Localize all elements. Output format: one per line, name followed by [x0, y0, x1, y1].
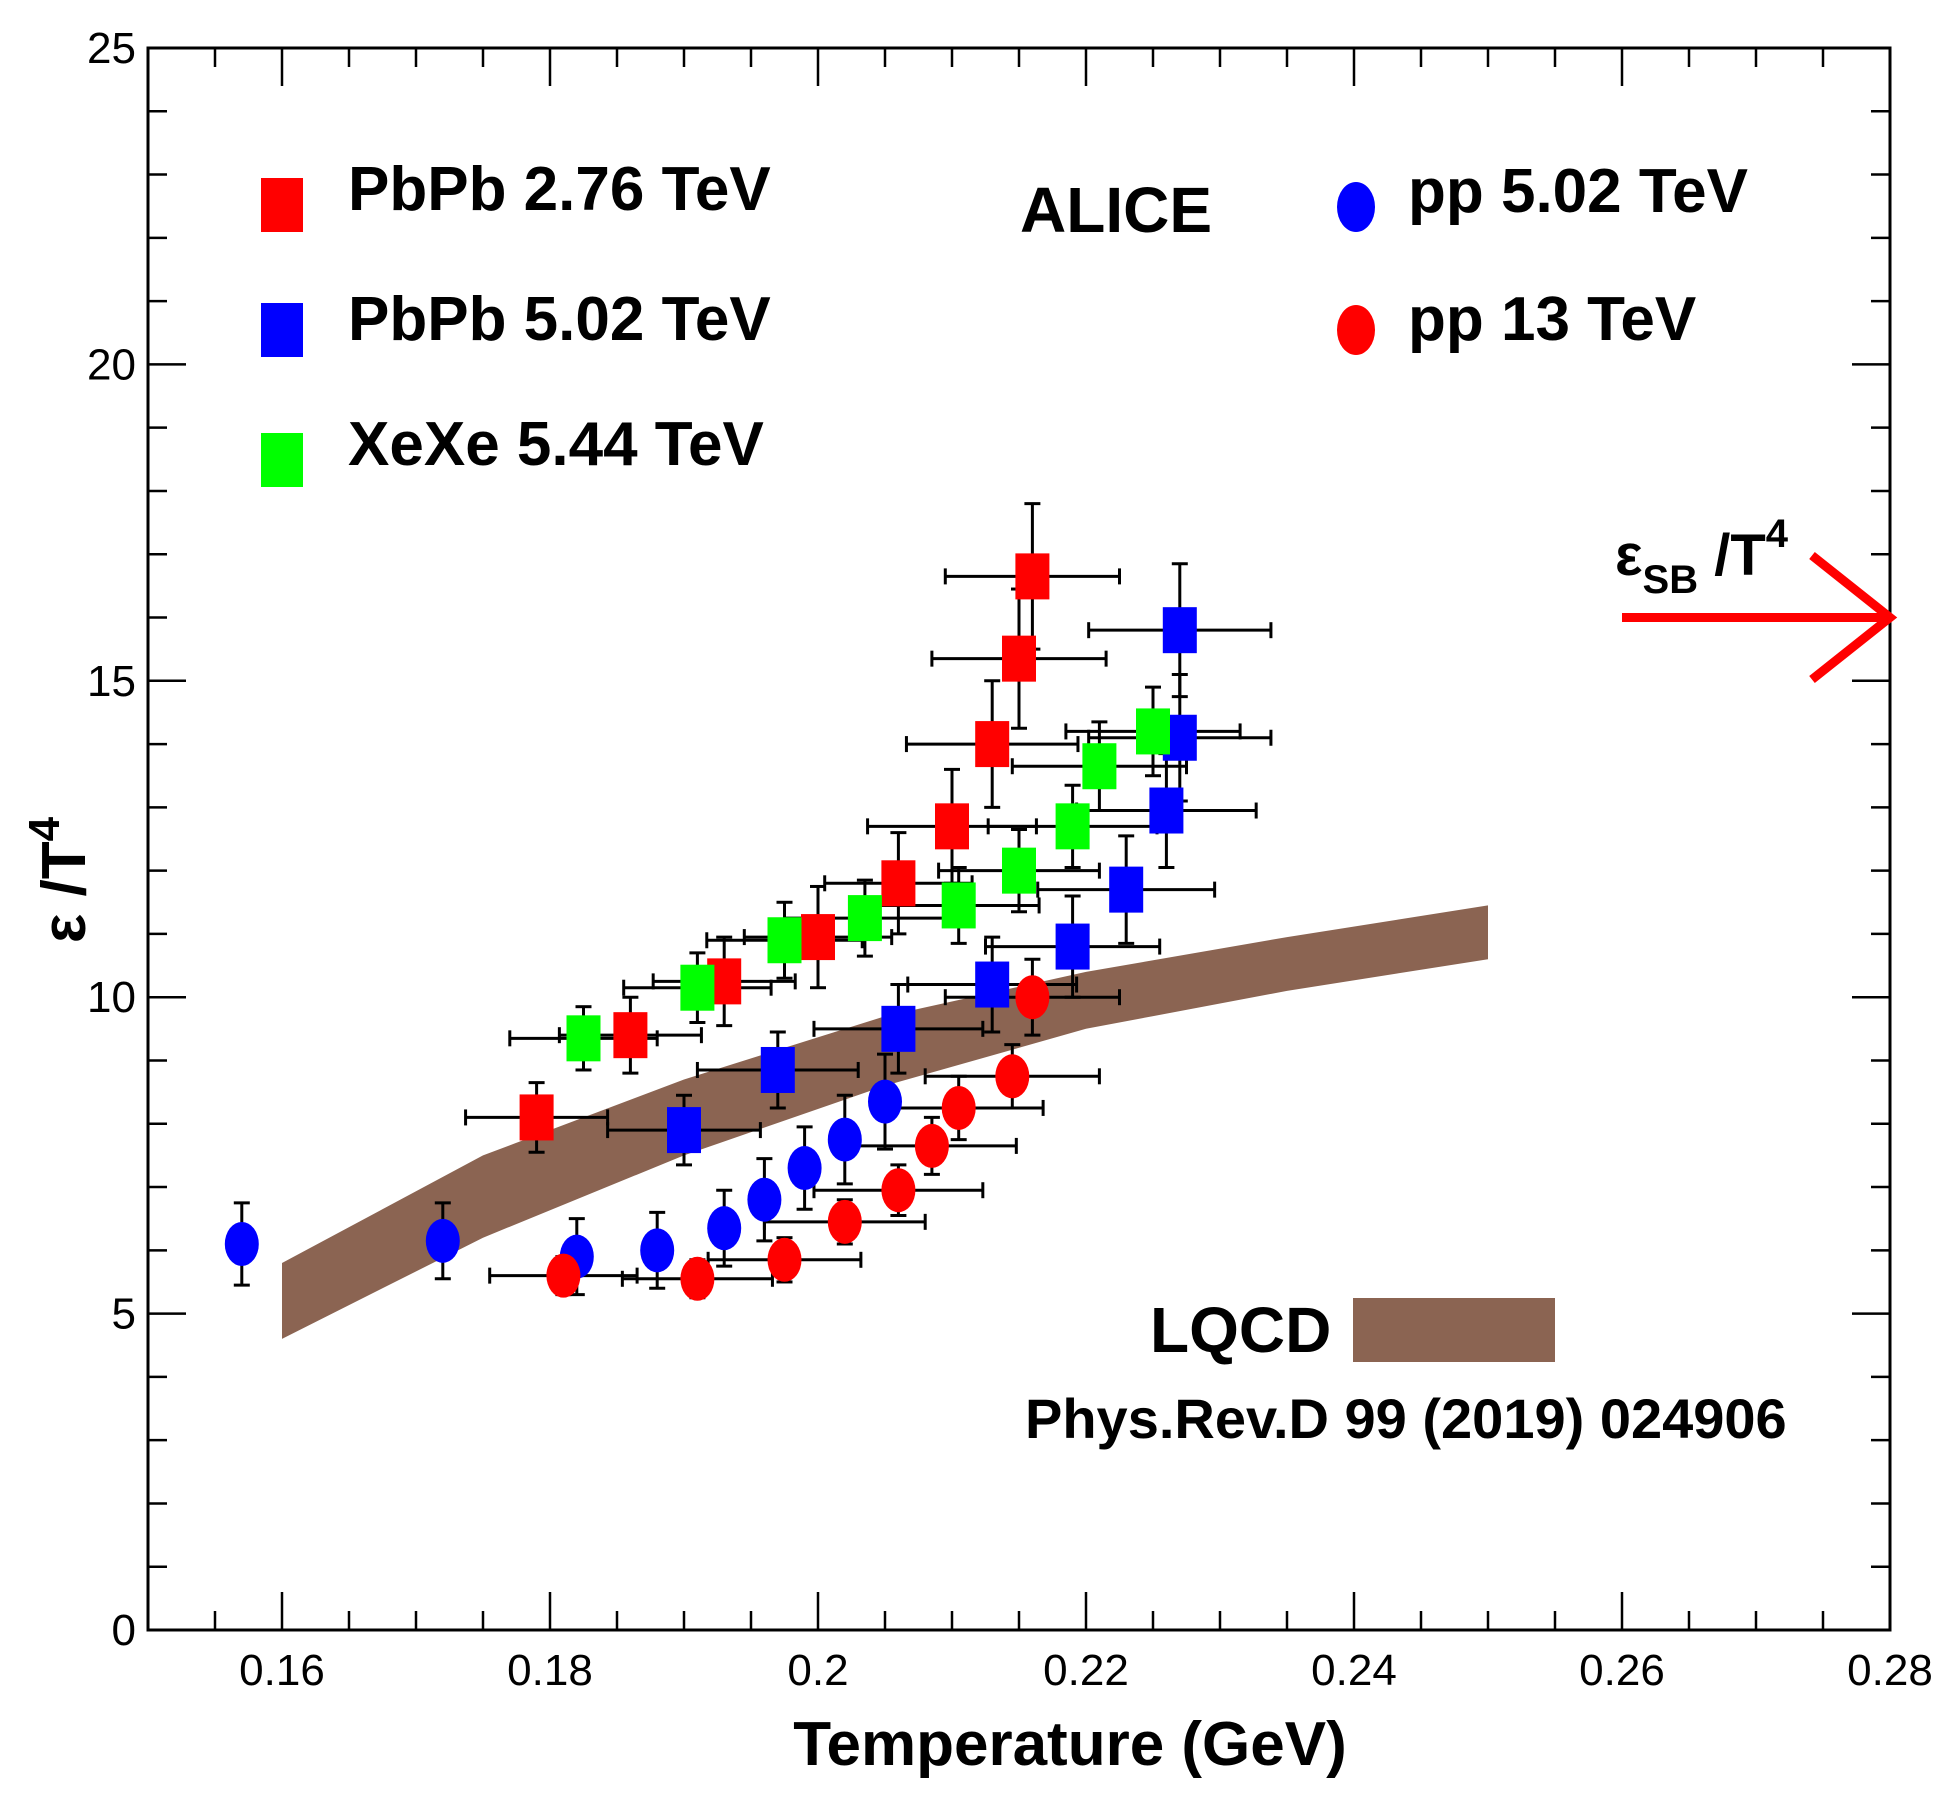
- data-point-square: [1002, 847, 1036, 894]
- data-point-square: [1082, 743, 1117, 790]
- data-point-square: [1055, 923, 1090, 970]
- y-axis-title: ε /T4: [20, 816, 99, 943]
- data-point-square: [935, 803, 969, 850]
- data-point-circle: [914, 1123, 949, 1168]
- data-point-square: [667, 1107, 701, 1154]
- lqcd-legend: LQCD Phys.Rev.D 99 (2019) 024906: [1025, 1294, 1787, 1450]
- data-point-square: [566, 1015, 601, 1062]
- legend-label: pp 5.02 TeV: [1408, 157, 1748, 226]
- data-point-circle: [425, 1218, 460, 1263]
- legend-label: PbPb 5.02 TeV: [348, 285, 771, 354]
- legend-entry: PbPb 2.76 TeV: [261, 155, 771, 232]
- x-axis-title: Temperature (GeV): [793, 1710, 1347, 1779]
- legend-marker-circle: [1337, 182, 1375, 232]
- data-point-square: [1149, 787, 1184, 834]
- x-tick-label: 0.2: [787, 1646, 848, 1695]
- sb-label-main: ε: [1615, 523, 1643, 588]
- data-point-square: [1162, 607, 1197, 654]
- y-tick-label: 0: [112, 1606, 136, 1655]
- lqcd-swatch: [1353, 1298, 1555, 1362]
- legend-entry: pp 13 TeV: [1337, 285, 1696, 355]
- sb-arrow-head: [1809, 551, 1898, 684]
- y-axis-title-main: ε /T: [30, 841, 99, 943]
- y-axis-title-sup: 4: [20, 816, 69, 841]
- svg-text:ε /T4: ε /T4: [20, 816, 99, 943]
- legend-label: pp 13 TeV: [1408, 285, 1696, 354]
- stefan-boltzmann-limit: εSB /T4: [1615, 512, 1898, 684]
- data-point-square: [1136, 708, 1170, 755]
- data-point-square: [881, 860, 916, 907]
- data-point-circle: [941, 1085, 976, 1130]
- data-point-circle: [546, 1253, 581, 1298]
- data-point-square: [760, 1046, 795, 1093]
- legend-marker-square: [261, 303, 303, 357]
- x-tick-label: 0.24: [1311, 1646, 1397, 1695]
- data-point-circle: [787, 1146, 822, 1191]
- legend: PbPb 2.76 TeV PbPb 5.02 TeV XeXe 5.44 TeV p…: [261, 155, 1748, 487]
- data-point-square: [847, 895, 882, 942]
- legend-marker-square: [261, 178, 303, 232]
- x-tick-label: 0.18: [507, 1646, 593, 1695]
- x-tick-label: 0.28: [1847, 1646, 1933, 1695]
- y-tick-label: 20: [87, 340, 136, 389]
- data-point-circle: [995, 1054, 1030, 1099]
- alice-label: ALICE: [1020, 174, 1212, 246]
- legend-marker-square: [261, 433, 303, 487]
- data-point-square: [767, 917, 802, 964]
- axes: 0.16 0.18 0.2 0.22 0.24 0.26 0.28 0 5 10 15 20 25: [87, 24, 1933, 1695]
- legend-entry: XeXe 5.44 TeV: [261, 410, 764, 487]
- data-point-square: [1015, 553, 1050, 600]
- data-point-square: [680, 964, 715, 1011]
- x-tick-label: 0.16: [239, 1646, 325, 1695]
- data-point-circle: [881, 1168, 916, 1213]
- data-point-circle: [640, 1228, 675, 1273]
- sb-label-sub: SB: [1643, 558, 1699, 602]
- data-point-square: [1109, 866, 1144, 913]
- data-point-square: [975, 961, 1010, 1008]
- data-point-square: [881, 1005, 916, 1052]
- data-point-square: [1055, 803, 1090, 850]
- data-point-circle: [224, 1221, 259, 1266]
- svg-text:εSB /T4: εSB /T4: [1615, 512, 1789, 602]
- data-point-circle: [1015, 975, 1050, 1020]
- data-markers: [224, 553, 1197, 1301]
- data-point-circle: [868, 1079, 902, 1124]
- lqcd-band: [282, 905, 1488, 1339]
- sb-label-sup: 4: [1766, 512, 1789, 556]
- legend-entry: PbPb 5.02 TeV: [261, 285, 771, 357]
- sb-arrow: [1622, 551, 1898, 684]
- y-tick-label: 5: [112, 1290, 136, 1339]
- legend-marker-circle: [1337, 305, 1375, 355]
- legend-label: XeXe 5.44 TeV: [348, 410, 764, 479]
- data-point-square: [613, 1012, 648, 1059]
- data-point-circle: [827, 1117, 862, 1162]
- data-point-square: [1002, 635, 1036, 682]
- data-point-square: [801, 914, 835, 961]
- legend-entry: pp 5.02 TeV: [1337, 157, 1748, 232]
- data-point-square: [941, 882, 976, 929]
- data-point-square: [519, 1094, 554, 1141]
- x-tick-label: 0.26: [1579, 1646, 1665, 1695]
- y-tick-label: 25: [87, 24, 136, 73]
- data-point-circle: [707, 1206, 742, 1251]
- data-point-square: [975, 721, 1010, 768]
- lqcd-label: LQCD: [1150, 1294, 1331, 1366]
- data-point-circle: [827, 1199, 862, 1244]
- y-tick-label: 15: [87, 657, 136, 706]
- lqcd-reference: Phys.Rev.D 99 (2019) 024906: [1025, 1387, 1787, 1450]
- legend-label: PbPb 2.76 TeV: [348, 155, 771, 224]
- x-tick-label: 0.22: [1043, 1646, 1129, 1695]
- data-point-circle: [767, 1237, 802, 1282]
- data-point-circle: [680, 1256, 715, 1301]
- sb-label-tail: /T: [1698, 523, 1766, 588]
- y-tick-label: 10: [87, 973, 136, 1022]
- lqcd-band-layer: [282, 905, 1488, 1339]
- data-point-circle: [747, 1177, 782, 1222]
